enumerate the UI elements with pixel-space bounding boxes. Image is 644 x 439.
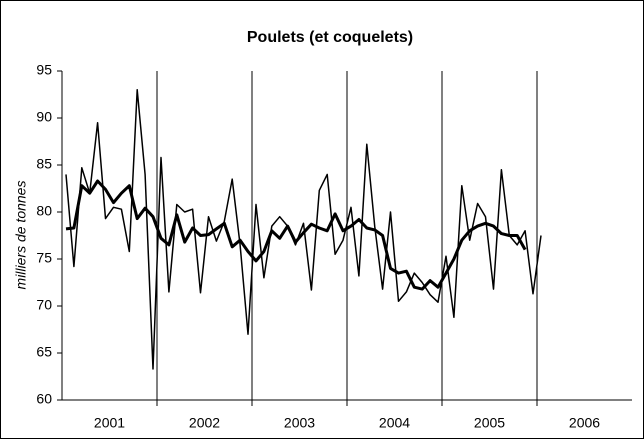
series-line xyxy=(65,89,542,370)
x-tick-label: 2005 xyxy=(474,415,505,431)
x-tick-label: 2003 xyxy=(284,415,315,431)
y-tick-label: 70 xyxy=(36,297,52,313)
y-tick-label: 75 xyxy=(36,250,52,266)
y-tick-label: 90 xyxy=(36,109,52,125)
series-line xyxy=(65,179,527,291)
y-tick-label: 65 xyxy=(36,344,52,360)
y-tick-label: 95 xyxy=(36,62,52,78)
y-tick-label: 80 xyxy=(36,203,52,219)
x-tick-label: 2001 xyxy=(94,415,125,431)
x-tick-label: 2002 xyxy=(189,415,220,431)
x-tick-label: 2004 xyxy=(379,415,410,431)
y-axis-label: milliers de tonnes xyxy=(13,181,29,290)
y-tick-label: 85 xyxy=(36,156,52,172)
x-tick-label: 2006 xyxy=(569,415,600,431)
y-tick-label: 60 xyxy=(36,391,52,407)
chart-title: Poulets (et coquelets) xyxy=(247,29,413,46)
